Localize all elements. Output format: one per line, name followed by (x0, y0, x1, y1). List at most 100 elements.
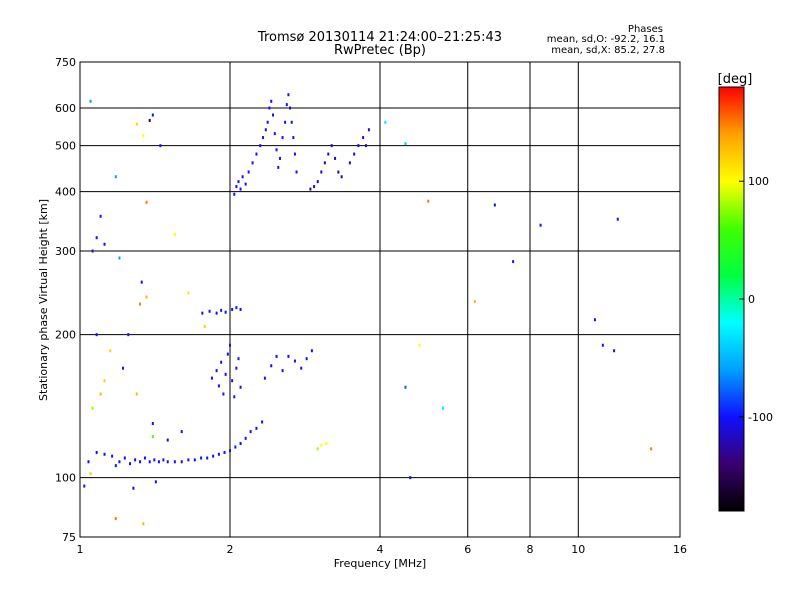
data-point (201, 311, 204, 315)
data-point (593, 318, 596, 322)
colorbar-unit-label: [deg] (718, 72, 753, 87)
data-point (244, 436, 247, 440)
data-point (251, 161, 254, 165)
data-point (166, 438, 169, 442)
x-tick-labels: 1 2 4 6 8 10 16 (77, 543, 688, 556)
data-point (313, 185, 316, 189)
data-point (357, 144, 360, 148)
data-point (239, 307, 242, 311)
data-point (409, 476, 412, 480)
data-point (166, 460, 169, 464)
data-point (215, 369, 218, 373)
data-point (217, 452, 220, 456)
data-point (224, 372, 227, 376)
data-point (226, 352, 229, 356)
data-points (83, 93, 653, 526)
data-point (262, 136, 265, 140)
data-point (235, 306, 238, 310)
data-point (237, 357, 240, 361)
colorbar-tick-label: 0 (748, 293, 755, 306)
data-point (270, 99, 273, 103)
data-point (264, 128, 267, 132)
colorbar-ticks: 100 0 -100 (739, 175, 773, 424)
data-point (95, 450, 98, 454)
data-point (284, 120, 287, 124)
data-point (148, 118, 151, 122)
data-point (91, 249, 94, 253)
colorbar-tick-label: -100 (748, 411, 773, 424)
data-point (109, 349, 112, 353)
data-point (203, 325, 206, 329)
data-point (241, 175, 244, 179)
data-point (123, 456, 126, 460)
data-point (259, 144, 262, 148)
data-point (114, 464, 117, 468)
data-point (601, 343, 604, 347)
data-point (229, 449, 231, 453)
x-tick-label: 8 (527, 543, 534, 556)
chart-subtitle: RwPretec (Bp) (334, 43, 426, 58)
data-point (239, 442, 242, 446)
phases-x-stats: mean, sd,X: 85.2, 27.8 (551, 45, 665, 56)
data-point (129, 462, 132, 466)
data-point (118, 460, 121, 464)
data-point (103, 379, 106, 383)
y-tick-labels: 75 100 200 300 400 500 600 750 (55, 56, 76, 544)
data-point (89, 99, 92, 103)
colorbar-tick-label: 100 (748, 175, 769, 188)
data-point (200, 456, 203, 460)
y-tick-label: 100 (55, 472, 76, 485)
data-point (285, 103, 288, 107)
data-point (206, 456, 209, 460)
data-point (139, 302, 142, 306)
data-point (441, 406, 444, 410)
data-point (151, 422, 154, 426)
data-point (157, 460, 160, 464)
data-point (330, 144, 333, 148)
data-point (83, 484, 86, 488)
data-point (362, 136, 365, 140)
data-point (142, 134, 145, 138)
data-point (99, 392, 102, 396)
data-point (235, 366, 238, 370)
data-point (320, 443, 323, 447)
data-point (404, 142, 407, 146)
data-point (114, 175, 117, 179)
x-tick-label: 4 (377, 543, 384, 556)
data-point (334, 156, 337, 160)
data-point (325, 442, 328, 446)
data-point (290, 120, 293, 124)
data-point (193, 458, 196, 462)
data-point (316, 180, 319, 184)
data-point (268, 106, 271, 110)
data-point (404, 385, 407, 389)
data-point (295, 170, 298, 174)
data-point (217, 384, 220, 388)
data-point (261, 420, 264, 424)
data-point (384, 120, 387, 124)
data-point (293, 152, 296, 156)
data-point (187, 458, 190, 462)
data-point (224, 310, 227, 314)
y-tick-label: 200 (55, 329, 76, 342)
y-tick-label: 400 (55, 186, 76, 199)
data-point (99, 214, 102, 218)
data-point (327, 152, 330, 156)
data-point (275, 148, 278, 152)
data-point (263, 376, 266, 380)
data-point (139, 460, 142, 464)
data-point (239, 187, 242, 191)
data-point (135, 122, 138, 126)
data-point (512, 260, 515, 264)
data-point (132, 486, 135, 490)
data-point (239, 385, 242, 389)
data-point (427, 199, 430, 203)
data-point (616, 217, 619, 221)
phases-o-stats: mean, sd,O: -92.2, 16.1 (547, 34, 665, 45)
data-point (275, 354, 278, 358)
data-point (143, 456, 146, 460)
data-point (247, 170, 250, 174)
y-tick-label: 750 (55, 56, 76, 69)
data-point (340, 175, 343, 179)
data-point (539, 223, 542, 227)
